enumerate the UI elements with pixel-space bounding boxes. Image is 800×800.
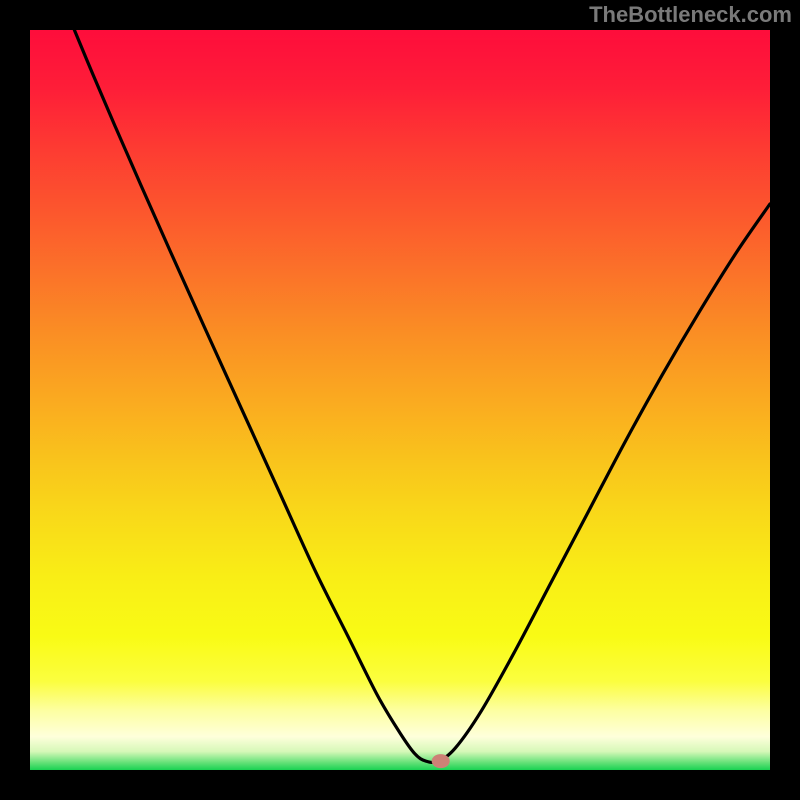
plot-background <box>30 30 770 770</box>
optimum-marker <box>432 754 450 768</box>
watermark-text: TheBottleneck.com <box>589 2 792 28</box>
bottleneck-chart <box>0 0 800 800</box>
chart-container: { "watermark": { "text": "TheBottleneck.… <box>0 0 800 800</box>
